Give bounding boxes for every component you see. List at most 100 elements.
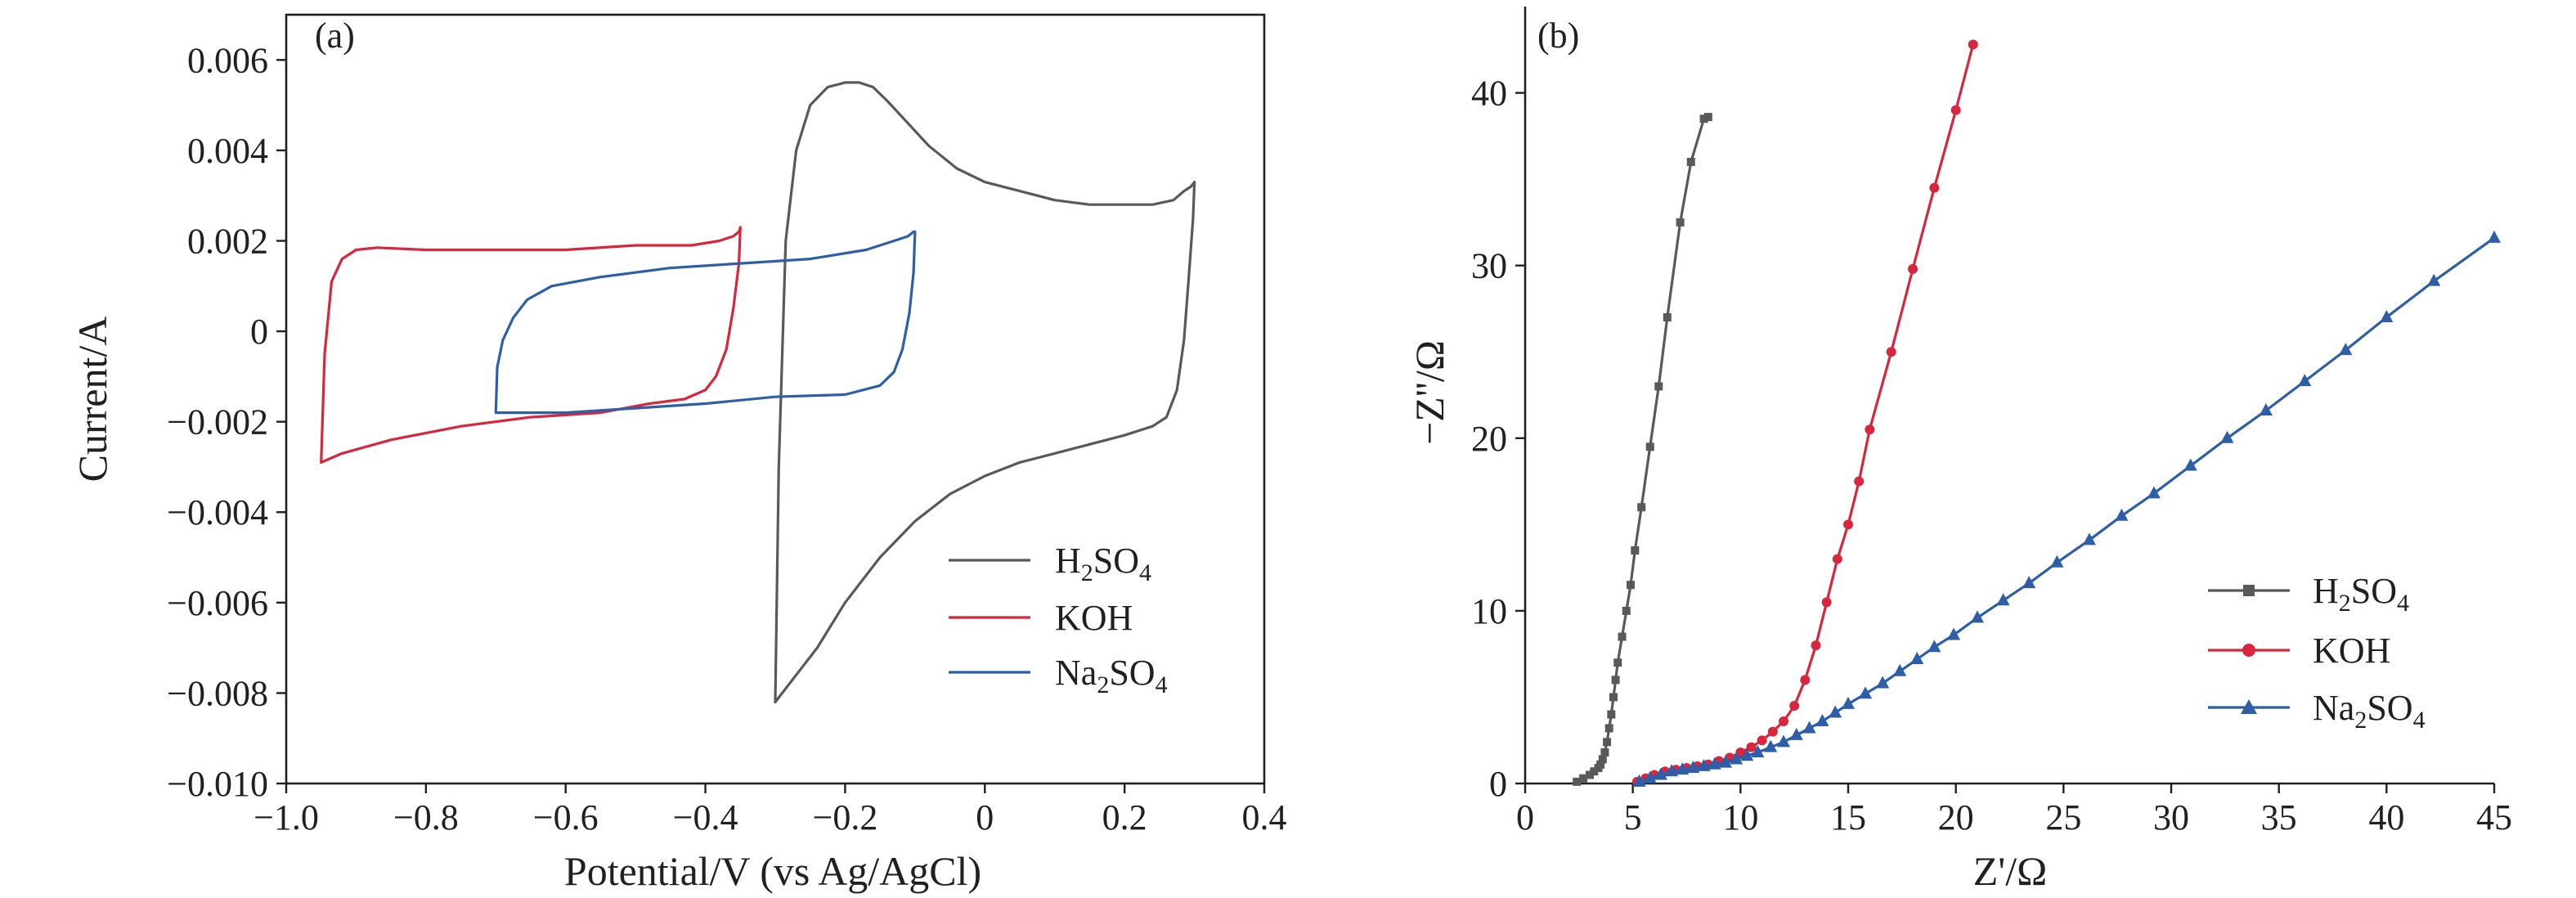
point-koh (1800, 675, 1811, 685)
x-tick-label: 25 (2045, 797, 2081, 837)
point-na2so4 (2259, 403, 2273, 415)
point-h2so4 (1618, 632, 1627, 641)
point-h2so4 (1607, 710, 1616, 719)
point-na2so4 (1643, 770, 1657, 784)
point-na2so4 (2339, 343, 2353, 356)
point-na2so4 (1654, 767, 1667, 780)
point-h2so4 (1604, 724, 1613, 733)
x-tick-label: −0.6 (533, 797, 599, 837)
x-tick-label: 0.2 (1102, 797, 1147, 837)
legend-a-h2so4-sub2: 4 (1139, 559, 1151, 586)
point-koh (1767, 726, 1778, 737)
y-tick-label: 0.002 (187, 221, 268, 261)
point-h2so4 (1637, 503, 1646, 512)
point-na2so4 (1665, 764, 1679, 777)
point-h2so4 (1627, 581, 1636, 590)
panel-a-ticks (276, 59, 1266, 793)
x-tick-label: −0.8 (393, 797, 459, 837)
point-na2so4 (2298, 374, 2312, 387)
point-h2so4 (1676, 218, 1685, 227)
legend-a-h2so4-label: H2SO4 (1055, 541, 1151, 586)
panel-a-tag: (a) (315, 16, 355, 56)
panel-a-legend: H2SO4 KOH Na2SO4 (949, 541, 1168, 698)
point-koh (1757, 735, 1767, 746)
y-tick-label: −0.006 (167, 583, 268, 623)
legend-a-na2so4-mid: SO (1109, 653, 1155, 693)
point-koh (1746, 742, 1757, 752)
legend-b-h2so4-sub1: 2 (2339, 590, 2351, 617)
panel-a-tick-labels: −1.0 −0.8 −0.6 −0.4 −0.2 0 0.2 0.4 0.006 0.004 0.0… (167, 40, 1286, 837)
x-tick-label: −0.4 (673, 797, 738, 837)
panel-a-y-axis-title: Current/A (70, 317, 115, 483)
point-h2so4 (1579, 774, 1588, 783)
x-tick-label: 5 (1624, 797, 1642, 837)
point-koh (1832, 554, 1842, 564)
point-na2so4 (2183, 458, 2197, 471)
point-na2so4 (1996, 593, 2010, 606)
point-na2so4 (1802, 721, 1816, 734)
legend-b-na2so4-marker (2241, 699, 2257, 714)
point-na2so4 (2220, 430, 2234, 443)
legend-a-na2so4-label: Na2SO4 (1055, 653, 1168, 698)
legend-b-na2so4-label: Na2SO4 (2313, 688, 2426, 734)
legend-a-koh-base: KOH (1055, 598, 1133, 638)
point-na2so4 (2427, 273, 2441, 286)
legend-a-h2so4-mid: SO (1093, 541, 1139, 581)
y-tick-label: −0.008 (167, 673, 268, 713)
y-tick-label: −0.002 (167, 402, 268, 442)
legend-b-koh-base: KOH (2313, 631, 2390, 671)
point-h2so4 (1598, 755, 1607, 764)
point-koh (1789, 701, 1800, 711)
x-tick-label: 0 (976, 797, 994, 837)
point-h2so4 (1573, 777, 1582, 786)
y-tick-label: −0.004 (167, 492, 268, 532)
point-koh (1908, 263, 1918, 274)
series-koh-line (320, 226, 742, 464)
y-tick-label: 0.004 (187, 131, 268, 171)
point-na2so4 (1740, 748, 1754, 761)
panel-b-tick-labels: 0 5 10 15 20 25 30 35 40 45 0 10 20 30 40 (1471, 74, 2512, 837)
point-na2so4 (1859, 686, 1873, 699)
panel-b-x-axis-title: Z'/Ω (1973, 848, 2048, 894)
x-tick-label: 15 (1830, 797, 1866, 837)
legend-a-na2so4-base: Na (1055, 653, 1097, 693)
y-tick-label: 30 (1471, 246, 1507, 286)
point-h2so4 (1703, 113, 1712, 122)
panel-a-series (320, 81, 1196, 704)
legend-a-h2so4-base: H (1055, 541, 1081, 581)
panel-b-ticks (1515, 92, 2496, 793)
panel-b-tag: (b) (1537, 16, 1579, 56)
y-tick-label: 10 (1471, 591, 1507, 631)
legend-b-h2so4-base: H (2313, 571, 2339, 611)
point-koh (1811, 640, 1821, 651)
point-h2so4 (1686, 158, 1695, 166)
x-tick-label: 45 (2476, 797, 2512, 837)
point-koh (1779, 716, 1788, 726)
point-na2so4 (1708, 757, 1721, 770)
x-tick-label: 35 (2261, 797, 2297, 837)
x-tick-label: 10 (1722, 797, 1758, 837)
panel-b-nyquist-plot: 0 5 10 15 20 25 30 35 40 45 0 10 20 30 40 (b) Z'/Ω −Z'… (1407, 7, 2512, 894)
point-h2so4 (1613, 658, 1622, 667)
panel-a-x-axis-title: Potential/V (vs Ag/AgCl) (564, 848, 981, 894)
legend-a-h2so4-sub1: 2 (1081, 559, 1093, 586)
point-h2so4 (1654, 382, 1663, 391)
point-koh (1886, 347, 1896, 357)
legend-b-koh-label: KOH (2313, 631, 2390, 671)
y-tick-label: 40 (1471, 74, 1507, 114)
y-tick-label: −0.010 (167, 764, 268, 804)
series-koh-line (1636, 43, 1975, 784)
point-koh (1854, 476, 1865, 487)
legend-a-na2so4-sub1: 2 (1097, 671, 1109, 698)
point-h2so4 (1611, 676, 1620, 685)
point-na2so4 (1718, 755, 1732, 768)
series-na2so4-line (1638, 236, 2496, 784)
x-tick-label: 30 (2153, 797, 2189, 837)
point-na2so4 (2050, 555, 2064, 568)
series-h2so4-line (774, 81, 1196, 704)
point-na2so4 (1876, 676, 1890, 689)
point-na2so4 (1751, 745, 1765, 757)
point-h2so4 (1586, 770, 1594, 779)
point-na2so4 (1789, 727, 1803, 740)
